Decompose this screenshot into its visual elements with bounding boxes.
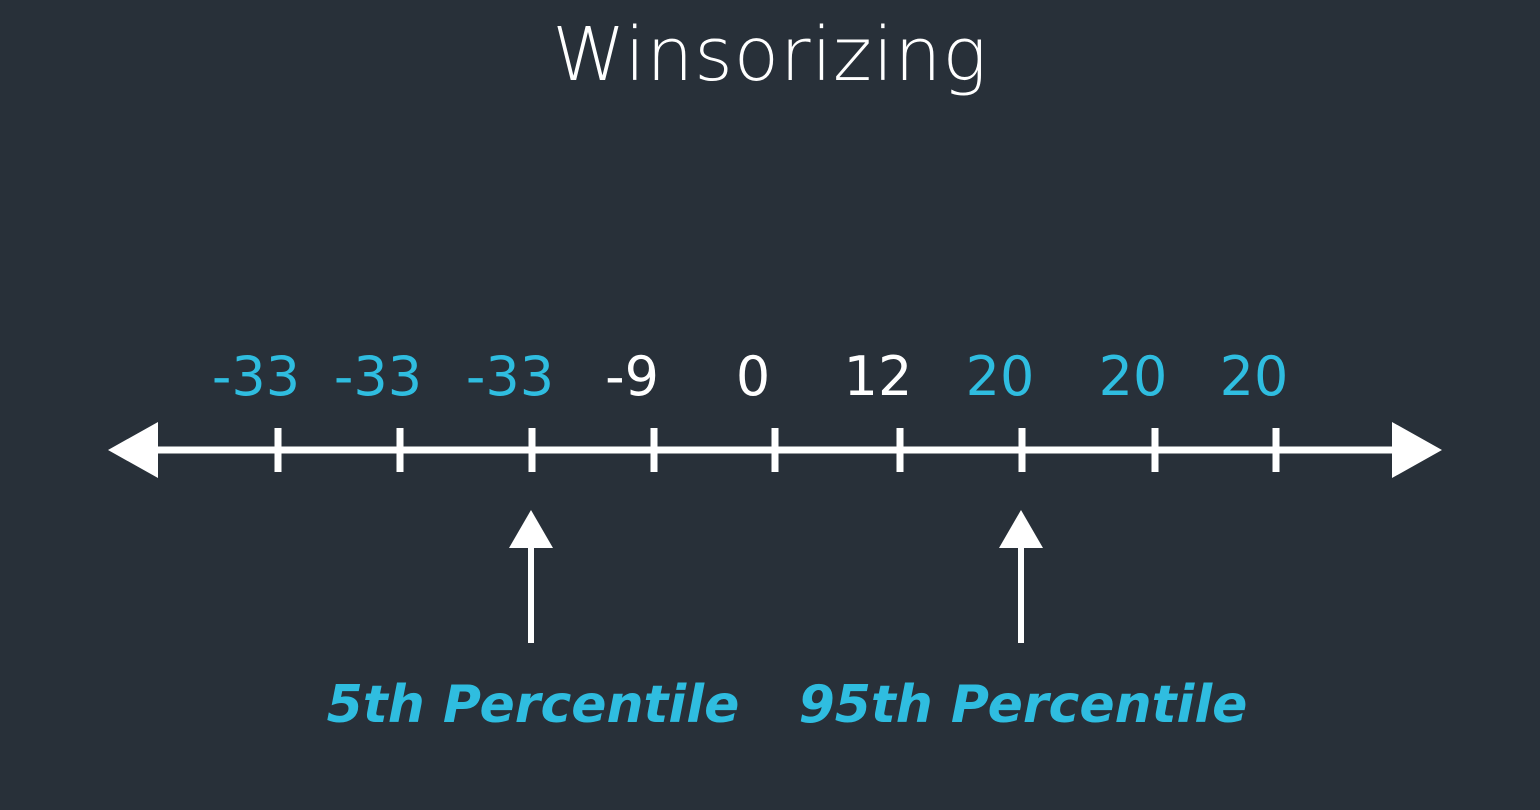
value-label: -33 [466,345,554,408]
up-arrow-icon [509,510,553,548]
value-label: 20 [1220,345,1289,408]
right-arrowhead-icon [1392,422,1442,478]
percentile-label: 95th Percentile [799,675,1248,735]
page-title: Winsorizing [552,12,988,98]
value-label: -33 [212,345,300,408]
up-arrow-icon [999,510,1043,548]
value-label: 20 [1099,345,1168,408]
percentile-label: 5th Percentile [327,675,740,735]
value-label: 12 [844,345,913,408]
value-label: -33 [334,345,422,408]
value-label: -9 [605,345,659,408]
value-label: 20 [966,345,1035,408]
left-arrowhead-icon [108,422,158,478]
value-label: 0 [736,345,770,408]
